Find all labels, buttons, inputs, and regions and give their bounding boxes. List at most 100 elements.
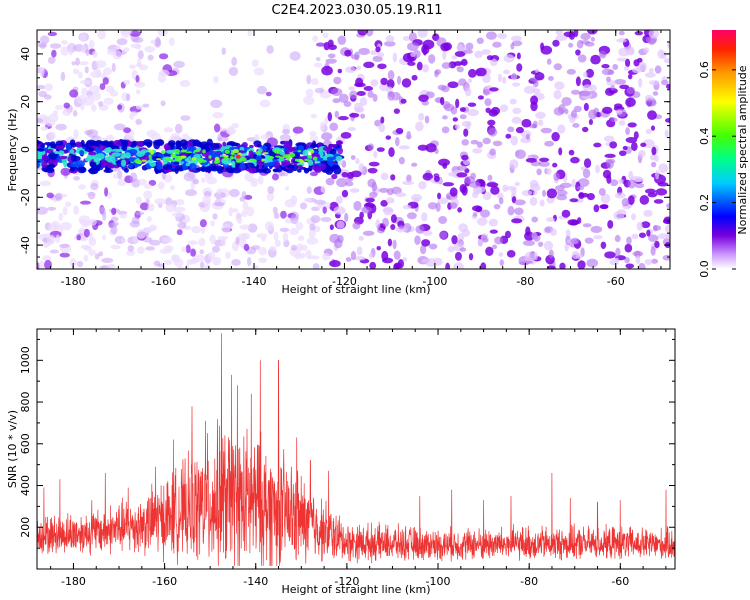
noise-blob — [109, 90, 119, 97]
noise-blob — [664, 224, 670, 234]
noise-blob — [134, 211, 145, 216]
noise-blob — [454, 251, 462, 261]
noise-blob — [415, 121, 424, 132]
noise-blob — [539, 199, 545, 207]
band-blob — [37, 140, 42, 145]
colorbar-tick-label: 0.4 — [698, 127, 711, 145]
noise-blob — [453, 61, 463, 66]
noise-blob — [312, 35, 319, 42]
noise-blob — [363, 61, 375, 69]
noise-blob — [73, 205, 79, 215]
noise-blob — [411, 162, 418, 167]
noise-blob — [654, 154, 659, 162]
noise-blob — [452, 117, 459, 122]
noise-blob — [645, 128, 652, 134]
x-tick-label: -140 — [242, 275, 267, 288]
noise-blob — [60, 221, 72, 231]
band-blob — [128, 148, 138, 155]
band-blob — [69, 139, 76, 146]
band-hotspot — [223, 155, 229, 158]
noise-blob — [220, 236, 226, 247]
noise-blob — [392, 239, 397, 250]
noise-blob — [553, 89, 562, 100]
noise-blob — [90, 104, 97, 112]
noise-blob — [321, 65, 333, 76]
band-blob — [186, 148, 196, 152]
noise-blob — [395, 192, 407, 198]
noise-blob — [650, 161, 657, 168]
band-blob — [84, 157, 92, 162]
noise-blob — [488, 218, 498, 227]
noise-blob — [492, 140, 503, 147]
noise-blob — [570, 109, 577, 119]
noise-blob — [390, 174, 396, 181]
noise-blob — [80, 200, 92, 205]
noise-blob — [221, 223, 231, 234]
noise-blob — [323, 116, 329, 126]
noise-blob — [352, 222, 361, 230]
band-hotspot — [232, 148, 240, 154]
noise-blob — [186, 259, 194, 265]
noise-blob — [442, 182, 455, 187]
noise-blob — [477, 95, 484, 100]
noise-blob — [480, 209, 491, 218]
noise-blob — [359, 97, 368, 106]
noise-blob — [76, 260, 84, 268]
noise-blob — [555, 34, 568, 42]
noise-blob — [635, 254, 641, 265]
noise-blob — [78, 184, 86, 190]
noise-blob — [171, 254, 181, 263]
noise-blob — [355, 158, 360, 165]
noise-blob — [461, 139, 469, 146]
noise-blob — [164, 259, 173, 266]
noise-blob — [320, 185, 326, 193]
noise-blob — [204, 264, 211, 269]
y-tick-label: 600 — [19, 433, 32, 454]
x-tick-label: -80 — [520, 575, 538, 588]
noise-blob — [514, 199, 526, 206]
noise-blob — [457, 207, 462, 213]
noise-blob — [295, 222, 304, 230]
noise-blob — [333, 206, 346, 215]
snr-frame — [36, 328, 676, 570]
band-blob — [272, 168, 280, 173]
noise-blob — [154, 198, 167, 205]
noise-blob — [174, 123, 183, 134]
band-blob — [199, 141, 210, 150]
x-tick-label: -100 — [426, 575, 451, 588]
noise-blob — [499, 259, 504, 267]
band-hotspot — [262, 152, 269, 155]
noise-blob — [309, 135, 319, 142]
noise-blob — [532, 120, 538, 129]
band-blob — [173, 161, 180, 165]
noise-blob — [136, 229, 147, 239]
band-hotspot — [156, 158, 162, 161]
band-blob — [157, 153, 162, 158]
noise-blob — [447, 81, 459, 89]
noise-blob — [350, 54, 359, 60]
noise-blob — [529, 196, 538, 206]
band-blob — [55, 140, 64, 146]
noise-blob — [62, 109, 72, 116]
snr-ticks: -180 -160 -140 -120 -100 -80 -60 200 400 600 800 10… — [19, 329, 675, 588]
noise-blob — [322, 32, 329, 39]
band-blob — [71, 154, 77, 162]
band-blob — [260, 145, 267, 150]
noise-blob — [482, 88, 490, 96]
band-blob — [248, 167, 257, 174]
noise-blob — [540, 45, 553, 55]
noise-blob — [457, 233, 465, 242]
noise-blob — [303, 197, 313, 203]
noise-blob — [212, 213, 218, 220]
noise-blob — [327, 53, 336, 59]
noise-blob — [434, 175, 440, 183]
band-hotspot — [278, 156, 285, 159]
noise-blob — [410, 51, 416, 58]
noise-blob — [663, 216, 670, 224]
noise-blob — [494, 236, 503, 245]
noise-blob — [386, 188, 394, 196]
band-blob — [185, 162, 191, 167]
y-tick-label: -20 — [19, 188, 32, 206]
noise-blob — [251, 264, 259, 269]
noise-blob — [435, 202, 441, 212]
